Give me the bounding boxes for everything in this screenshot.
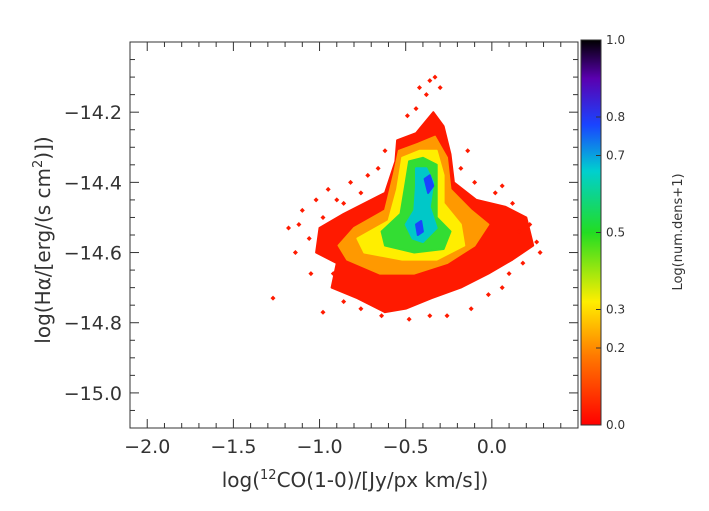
y-tick-label: −14.2: [64, 102, 122, 124]
density-point-22: [437, 85, 443, 91]
density-point-30: [516, 228, 522, 234]
density-point-39: [444, 313, 450, 319]
density-point-0: [270, 295, 276, 301]
density-point-43: [358, 306, 364, 312]
density-point-12: [358, 190, 364, 196]
density-point-46: [296, 221, 302, 227]
density-point-19: [423, 92, 429, 98]
density-point-24: [458, 165, 464, 171]
density-point-29: [510, 200, 516, 206]
density-point-4: [306, 236, 312, 242]
density-point-23: [430, 123, 436, 129]
x-tick-label: −2.0: [124, 436, 170, 458]
density-point-28: [499, 183, 505, 189]
colorbar-label: Log(num.dens+1): [671, 173, 686, 290]
colorbar-tick-label: 0.0: [606, 418, 625, 432]
density-point-16: [404, 113, 410, 119]
density-point-13: [365, 172, 371, 178]
x-tick-label: −0.5: [383, 436, 429, 458]
density-point-20: [427, 78, 433, 84]
density-point-18: [416, 85, 422, 91]
y-tick-label: −15.0: [64, 383, 122, 405]
colorbar: 0.0 0.2 0.3 0.5 0.7 0.8 1.0: [580, 33, 625, 432]
density-point-36: [499, 285, 505, 291]
y-axis-label: log(Hα/[erg/(s cm2)]): [31, 136, 55, 343]
density-point-37: [485, 292, 491, 298]
density-point-47: [320, 214, 326, 220]
density-point-38: [468, 306, 474, 312]
density-point-35: [506, 271, 512, 277]
density-point-15: [382, 148, 388, 154]
density-point-26: [472, 179, 478, 185]
density-point-11: [348, 179, 354, 185]
axes: −2.0 −1.5 −1.0 −0.5 0.0 −14.2 −14.4 −14.6 −14.8 −…: [64, 41, 579, 458]
density-point-27: [492, 190, 498, 196]
density-point-9: [334, 197, 340, 203]
density-point-10: [341, 200, 347, 206]
x-axis-label: log(12CO(1-0)/[Jy/px km/s]): [222, 468, 489, 492]
plot-area: [270, 74, 543, 322]
x-tick-label: −1.5: [210, 436, 256, 458]
colorbar-tick-label: 0.3: [606, 303, 625, 317]
x-tick-label: 0.0: [477, 436, 507, 458]
y-tick-label: −14.6: [64, 243, 122, 265]
density-point-41: [406, 316, 412, 322]
density-point-33: [537, 250, 543, 256]
density-region-5: [423, 174, 435, 194]
density-point-14: [375, 165, 381, 171]
density-point-45: [330, 271, 336, 277]
density-point-40: [427, 313, 433, 319]
colorbar-tick-label: 1.0: [606, 33, 625, 47]
density-point-44: [341, 299, 347, 305]
density-point-1: [286, 225, 292, 231]
density-point-34: [520, 260, 526, 266]
density-region-6: [415, 220, 424, 236]
colorbar-tick-label: 0.7: [606, 149, 625, 163]
density-point-3: [299, 207, 305, 213]
colorbar-tick-label: 0.2: [606, 341, 625, 355]
density-point-7: [320, 309, 326, 315]
y-tick-label: −14.8: [64, 313, 122, 335]
density-point-6: [313, 197, 319, 203]
density-point-32: [534, 239, 540, 245]
density-point-31: [527, 221, 533, 227]
x-tick-label: −1.0: [296, 436, 342, 458]
density-point-8: [325, 186, 331, 192]
y-tick-label: −14.4: [64, 172, 122, 194]
density-point-17: [413, 106, 419, 112]
density-point-21: [432, 74, 438, 80]
density-point-42: [379, 313, 385, 319]
colorbar-tick-label: 0.8: [606, 110, 625, 124]
density-point-5: [308, 271, 314, 277]
density-point-2: [292, 250, 298, 256]
colorbar-tick-label: 0.5: [606, 226, 625, 240]
density-point-25: [465, 148, 471, 154]
